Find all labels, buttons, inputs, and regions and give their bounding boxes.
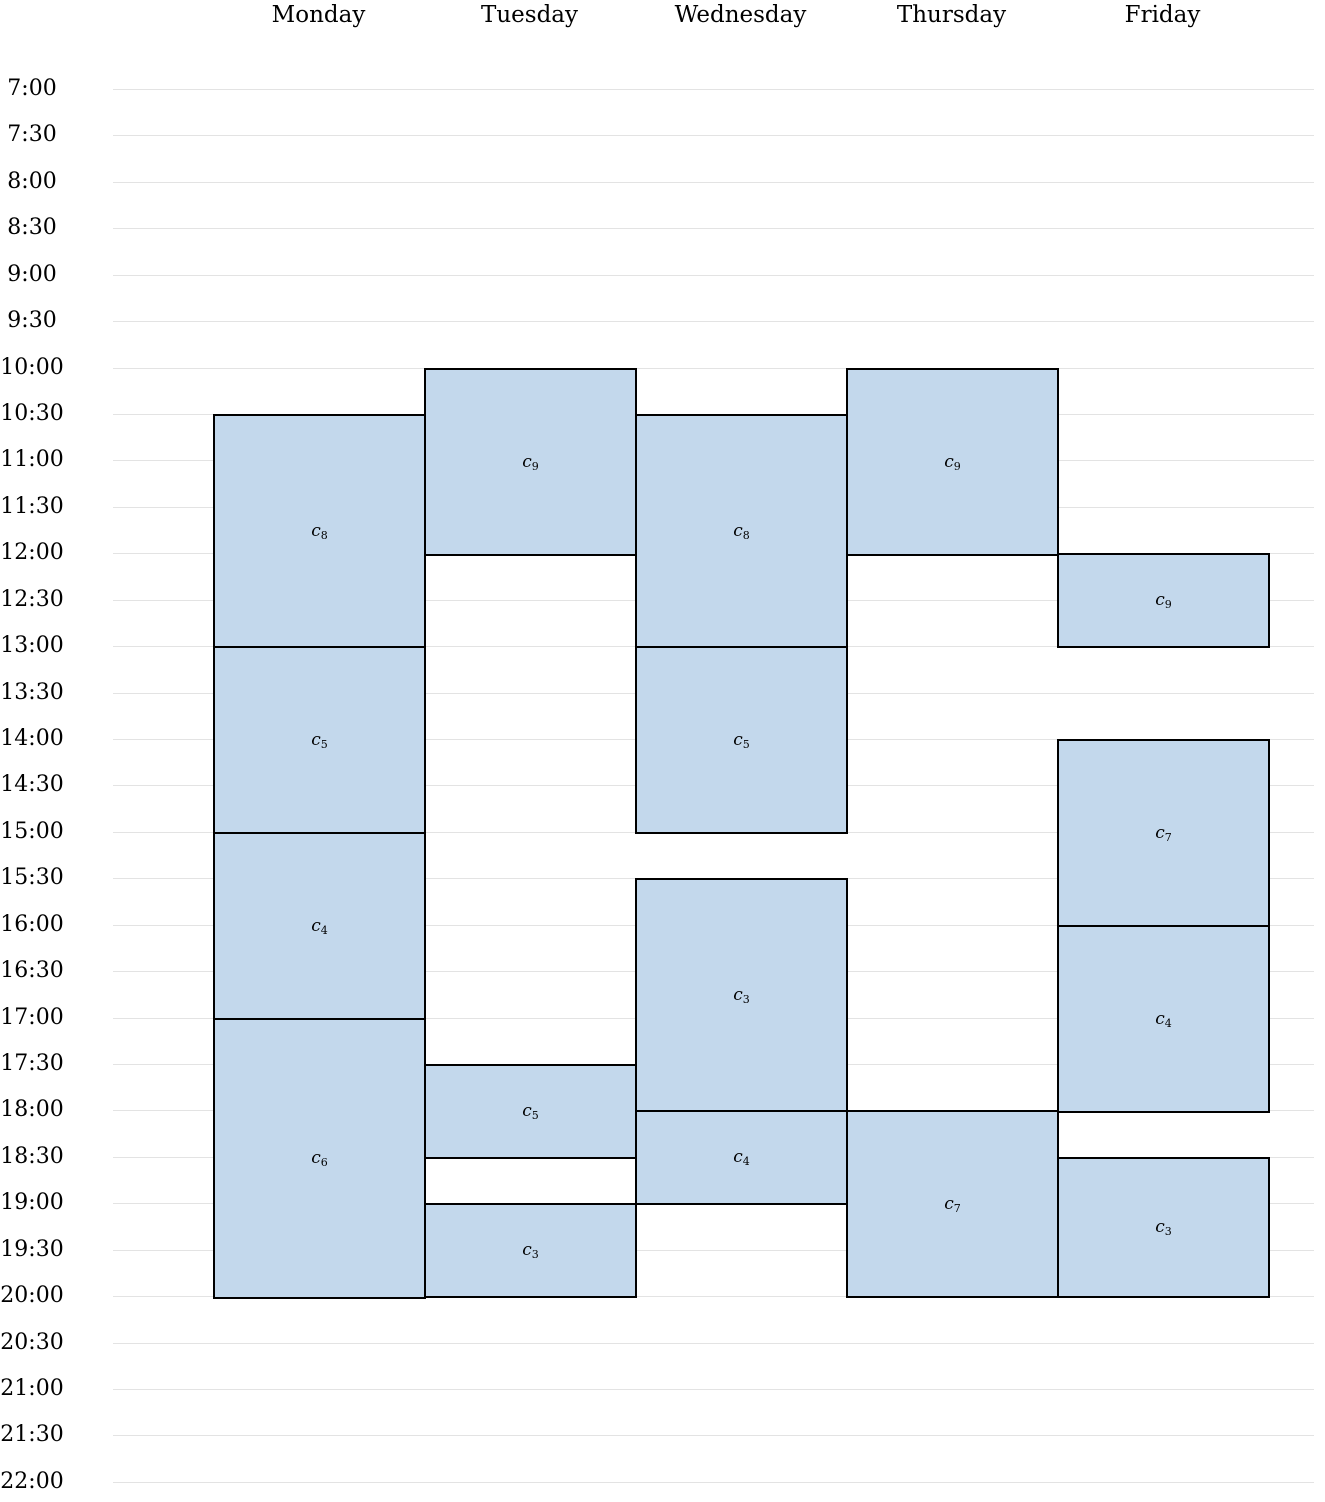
session-label: c4 [733,1147,750,1168]
grid-line [113,228,1314,229]
session-block: c6 [213,1018,426,1299]
session-block: c8 [213,414,426,648]
grid-line [113,1389,1314,1390]
time-label: 19:30 [0,1237,64,1262]
grid-line [113,1343,1314,1344]
session-label: c3 [733,984,750,1006]
time-label: 8:30 [7,215,57,240]
session-label: c7 [1155,822,1172,844]
session-label: c9 [944,451,961,473]
grid-line [113,89,1314,90]
session-label: c5 [522,1101,539,1122]
session-block: c3 [635,878,848,1112]
day-header-wednesday: Wednesday [674,2,807,28]
day-header-friday: Friday [1124,2,1201,28]
time-label: 22:00 [0,1469,64,1494]
grid-line [113,368,1314,369]
time-label: 17:00 [0,1005,64,1030]
session-block: c5 [635,646,848,834]
time-label: 21:30 [0,1422,64,1447]
session-label: c9 [522,451,539,473]
session-label: c8 [733,520,750,542]
grid-line [113,135,1314,136]
session-block: c7 [1057,739,1270,927]
session-block: c4 [1057,925,1270,1113]
session-block: c3 [1057,1157,1270,1298]
session-label: c3 [1155,1217,1172,1238]
time-label: 18:30 [0,1144,64,1169]
session-label: c3 [522,1240,539,1261]
session-block: c5 [424,1064,637,1159]
grid-line [113,321,1314,322]
grid-line [113,182,1314,183]
session-label: c7 [944,1193,961,1215]
session-label: c4 [1155,1008,1172,1030]
day-header-thursday: Thursday [896,2,1007,28]
grid-line [113,1296,1314,1297]
session-block: c9 [424,368,637,556]
session-block: c3 [424,1203,637,1298]
time-label: 13:30 [0,680,64,705]
session-label: c4 [311,915,328,937]
grid-line [113,1482,1314,1483]
grid-line [113,1435,1314,1436]
time-label: 19:00 [0,1190,64,1215]
time-label: 21:00 [0,1376,64,1401]
time-label: 7:00 [7,76,57,101]
day-header-monday: Monday [271,2,366,28]
session-label: c5 [311,729,328,751]
time-label: 16:30 [0,958,64,983]
time-label: 18:00 [0,1097,64,1122]
grid-line [113,1250,1314,1251]
session-block: c9 [846,368,1059,556]
time-label: 12:30 [0,587,64,612]
session-block: c4 [213,832,426,1020]
time-label: 12:00 [0,540,64,565]
time-label: 20:30 [0,1330,64,1355]
time-label: 14:30 [0,772,64,797]
day-header-tuesday: Tuesday [481,2,578,28]
time-label: 20:00 [0,1283,64,1308]
session-label: c5 [733,729,750,751]
session-block: c8 [635,414,848,648]
session-block: c5 [213,646,426,834]
time-label: 7:30 [7,122,57,147]
time-label: 17:30 [0,1051,64,1076]
time-label: 9:30 [7,308,57,333]
time-label: 16:00 [0,912,64,937]
grid-line [113,275,1314,276]
session-label: c8 [311,520,328,542]
time-label: 11:00 [0,447,64,472]
session-label: c6 [311,1148,328,1169]
time-label: 15:30 [0,865,64,890]
time-label: 9:00 [7,262,57,287]
session-block: c7 [846,1110,1059,1298]
session-block: c4 [635,1110,848,1205]
session-label: c9 [1155,590,1172,611]
time-label: 14:00 [0,726,64,751]
time-label: 10:30 [0,401,64,426]
session-block: c9 [1057,553,1270,648]
time-label: 10:00 [0,355,64,380]
time-label: 11:30 [0,494,64,519]
time-label: 8:00 [7,169,57,194]
time-label: 13:00 [0,633,64,658]
time-label: 15:00 [0,819,64,844]
